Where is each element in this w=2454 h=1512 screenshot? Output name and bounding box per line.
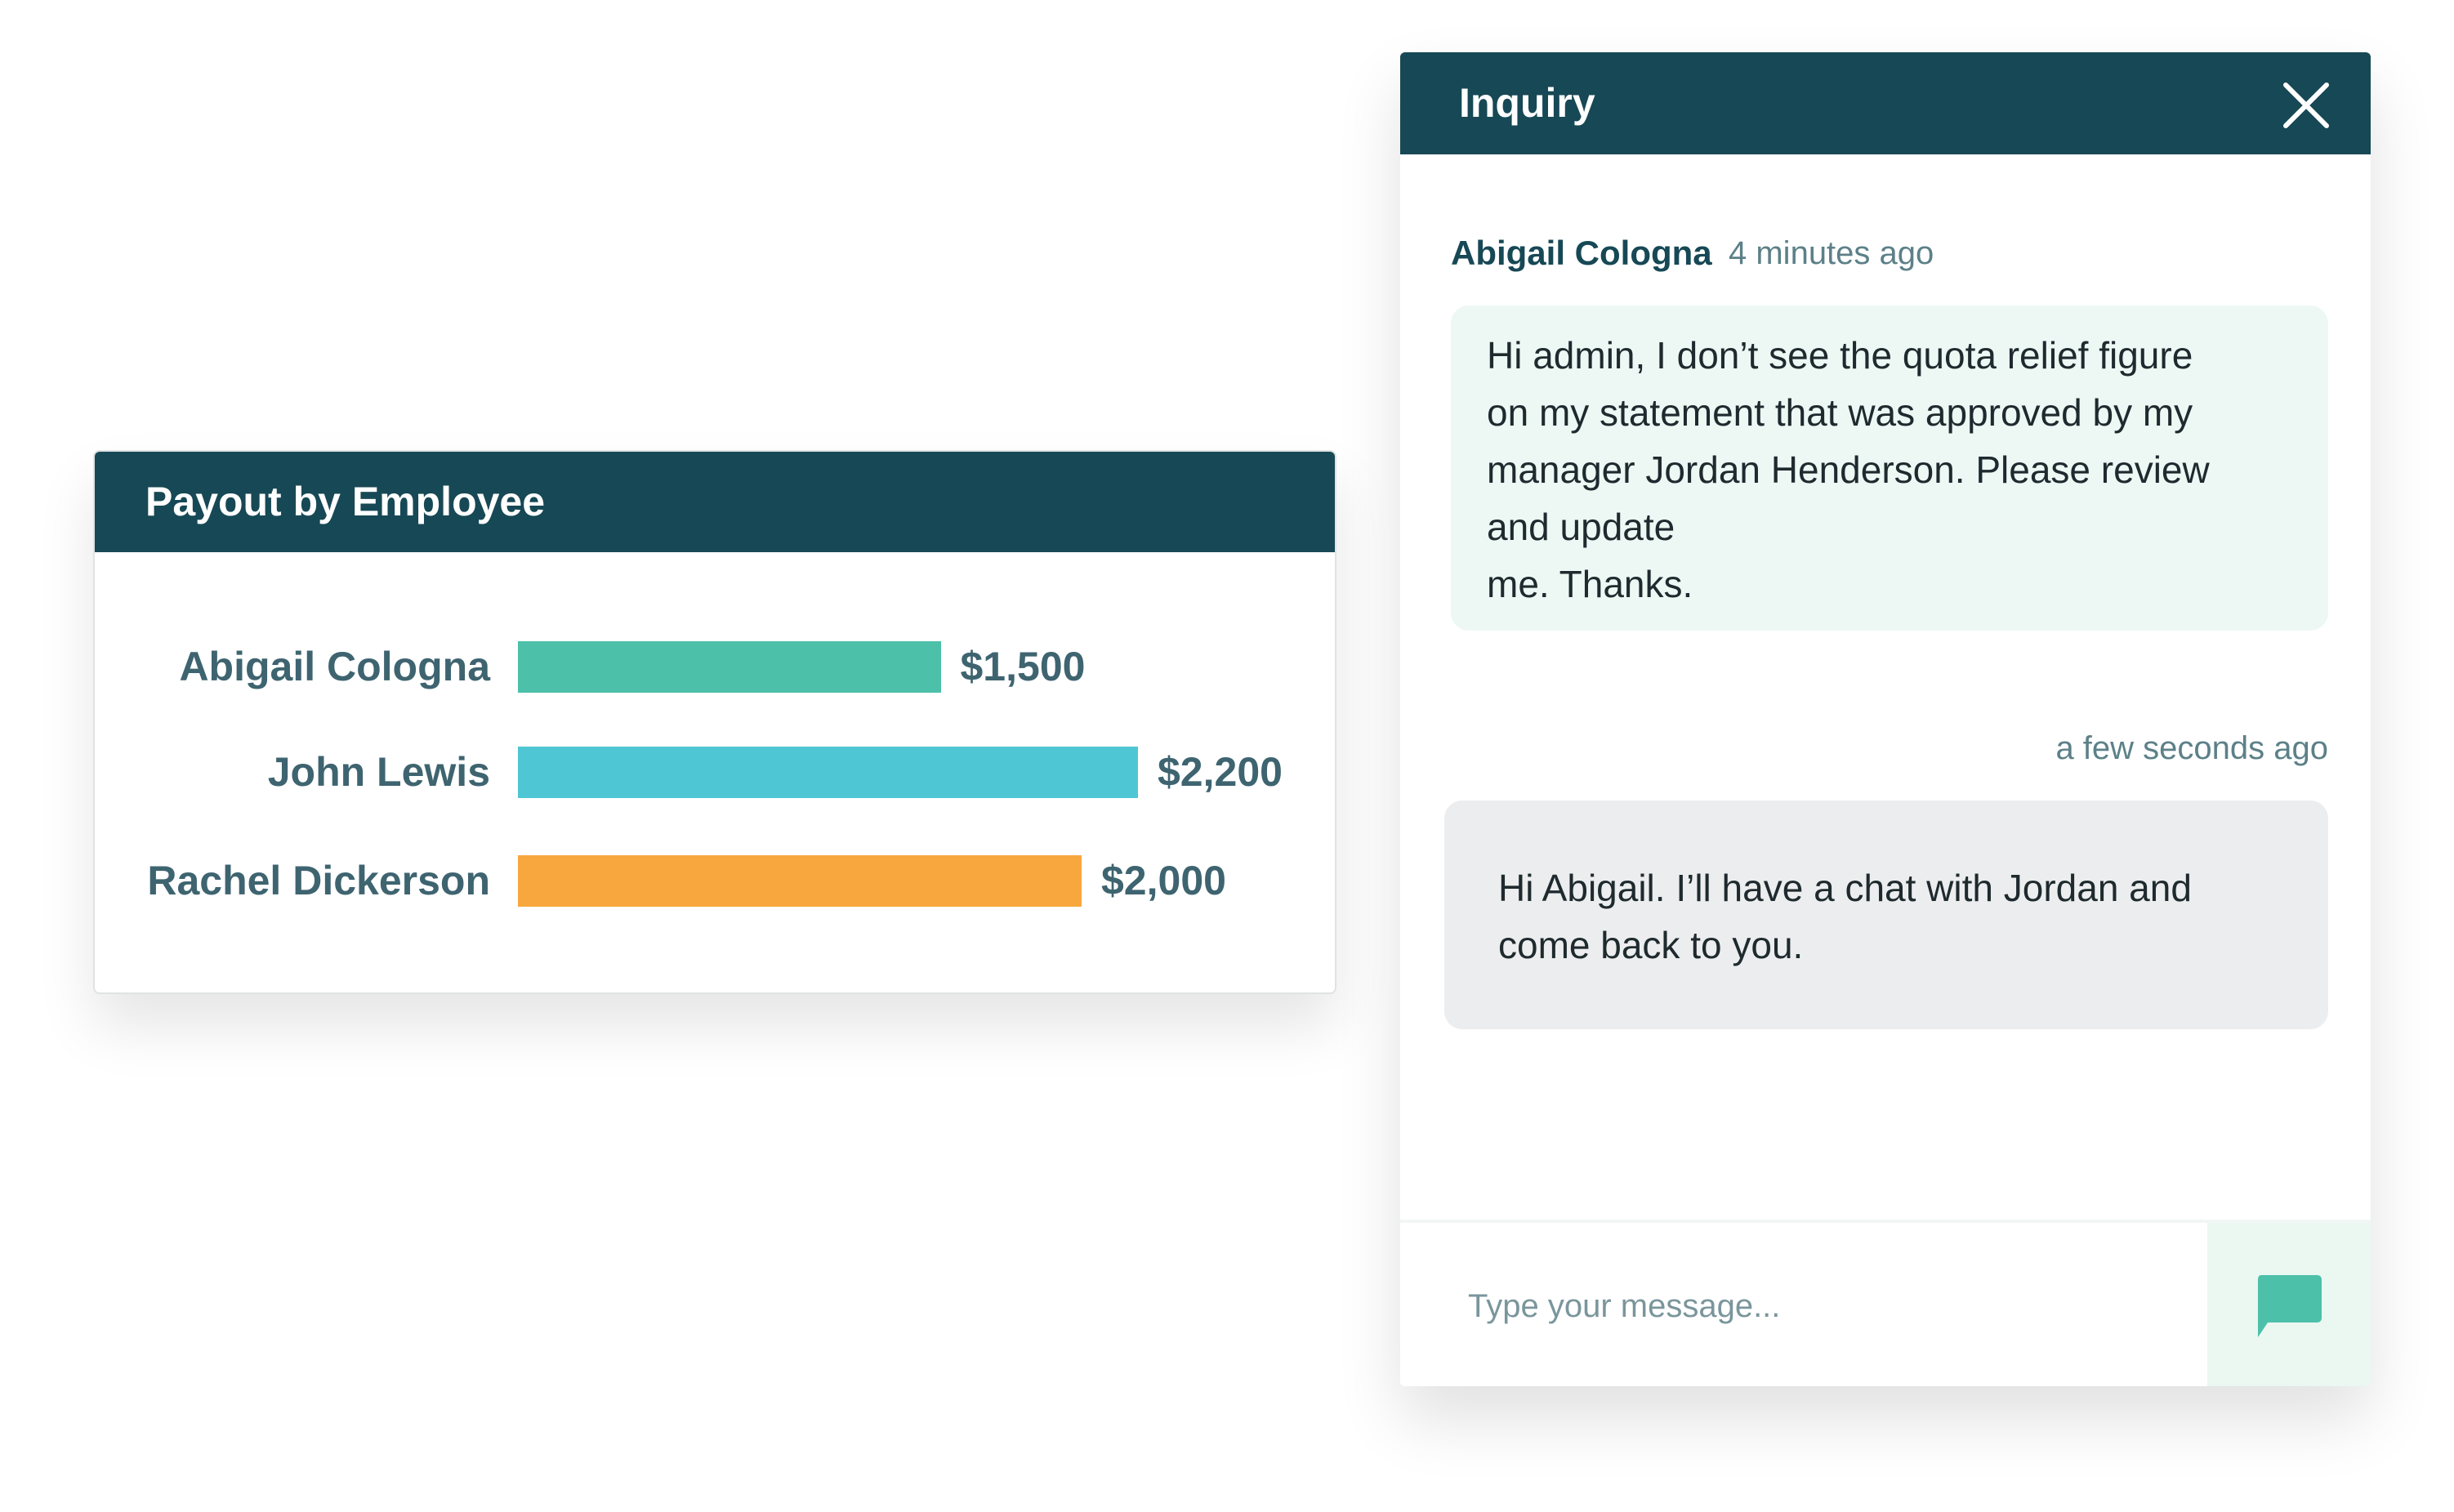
message-line: Hi Abigail. I’ll have a chat with Jordan…: [1498, 867, 2192, 909]
outgoing-message-bubble: Hi Abigail. I’ll have a chat with Jordan…: [1444, 801, 2328, 1029]
message-line: me. Thanks.: [1487, 563, 1693, 605]
bar: [518, 855, 1082, 907]
message-composer: [1400, 1220, 2371, 1386]
bar-value-label: $1,500: [960, 644, 1086, 689]
chat-title: Inquiry: [1459, 80, 1595, 126]
bar-label: John Lewis: [267, 749, 490, 795]
bar-value-label: $2,000: [1101, 858, 1226, 903]
payout-by-employee-card: Payout by Employee Abigail Cologna $1,500…: [93, 450, 1336, 994]
bar: [518, 641, 941, 693]
bar: [518, 747, 1138, 798]
bar-row: John Lewis $2,200: [95, 747, 1335, 798]
bar-row: Rachel Dickerson $2,000: [95, 855, 1335, 907]
incoming-message-bubble: Hi admin, I don’t see the quota relief f…: [1451, 306, 2328, 631]
bar-row: Abigail Cologna $1,500: [95, 641, 1335, 693]
chat-header: Inquiry: [1400, 52, 2371, 154]
message-input[interactable]: [1400, 1223, 2207, 1386]
message-line: on my statement that was approved by my: [1487, 391, 2193, 434]
card-title: Payout by Employee: [95, 452, 1335, 552]
message-line: and update: [1487, 506, 1675, 548]
bar-value-label: $2,200: [1158, 749, 1283, 795]
message-sender: Abigail Cologna: [1451, 234, 1712, 272]
send-button[interactable]: [2207, 1223, 2371, 1386]
message-line: come back to you.: [1498, 924, 1804, 966]
chat-bubble-icon: [2258, 1275, 2322, 1337]
bar-label: Rachel Dickerson: [147, 858, 490, 903]
message-time: a few seconds ago: [2055, 730, 2328, 766]
bar-label: Abigail Cologna: [179, 644, 490, 689]
message-line: Hi admin, I don’t see the quota relief f…: [1487, 334, 2193, 377]
message-line: manager Jordan Henderson. Please review: [1487, 448, 2210, 491]
close-icon[interactable]: [2282, 82, 2330, 129]
inquiry-chat-panel: Inquiry Abigail Cologna 4 minutes ago Hi…: [1400, 52, 2371, 1386]
message-time: 4 minutes ago: [1729, 235, 1934, 271]
